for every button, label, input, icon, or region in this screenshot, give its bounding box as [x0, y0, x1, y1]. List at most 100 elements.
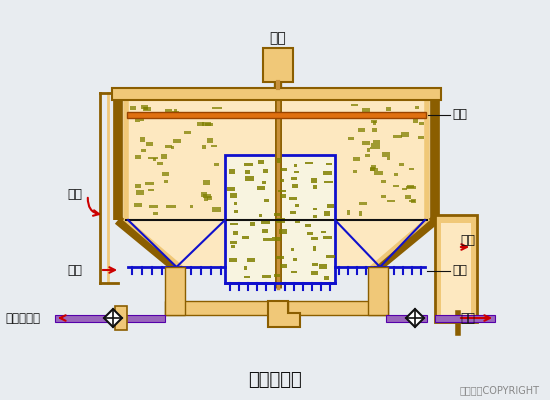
Bar — [213, 163, 219, 166]
Bar — [262, 229, 268, 233]
Bar — [259, 214, 262, 217]
Bar — [157, 162, 163, 165]
Text: 圆形气浮池: 圆形气浮池 — [248, 371, 302, 389]
Bar — [161, 154, 167, 160]
Bar — [244, 266, 246, 270]
Bar — [305, 162, 314, 164]
Bar — [294, 171, 300, 173]
Text: 进泥: 进泥 — [67, 264, 82, 276]
Bar — [324, 276, 329, 280]
Bar — [279, 168, 287, 171]
Text: 东方仿真COPYRIGHT: 东方仿真COPYRIGHT — [460, 385, 540, 395]
Bar — [370, 168, 378, 171]
Bar — [295, 220, 300, 223]
Bar — [140, 138, 145, 142]
Bar — [211, 145, 217, 147]
Bar — [242, 236, 249, 240]
Bar — [386, 315, 427, 322]
Bar — [136, 190, 145, 195]
Bar — [402, 188, 408, 190]
Bar — [140, 118, 144, 121]
Bar — [279, 229, 287, 234]
Bar — [359, 202, 367, 204]
Bar — [203, 180, 210, 184]
Bar — [371, 147, 380, 149]
Bar — [184, 131, 191, 134]
Bar — [368, 267, 388, 315]
Bar — [311, 271, 318, 275]
Bar — [135, 118, 140, 122]
Bar — [165, 267, 185, 315]
Bar — [406, 186, 416, 189]
Bar — [258, 160, 264, 164]
Bar — [274, 274, 280, 277]
Bar — [144, 107, 148, 110]
Bar — [150, 205, 158, 208]
Bar — [321, 231, 326, 233]
Bar — [290, 211, 295, 214]
Bar — [171, 146, 174, 148]
Bar — [359, 211, 362, 216]
Bar — [233, 230, 238, 235]
Bar — [244, 162, 252, 166]
Bar — [382, 152, 390, 157]
Bar — [327, 204, 334, 208]
Bar — [261, 219, 270, 224]
Bar — [166, 205, 176, 208]
Bar — [277, 158, 282, 163]
Bar — [367, 148, 370, 152]
Bar — [152, 158, 156, 161]
Bar — [347, 210, 350, 215]
Bar — [399, 163, 404, 166]
Bar — [353, 170, 356, 173]
Text: 马达: 马达 — [270, 31, 287, 45]
Bar — [409, 200, 415, 202]
Bar — [406, 185, 414, 188]
Bar — [141, 104, 148, 109]
Bar — [212, 207, 221, 212]
Bar — [373, 171, 383, 175]
Bar — [312, 208, 317, 210]
Bar — [207, 138, 213, 143]
Bar — [415, 106, 419, 108]
Polygon shape — [268, 301, 300, 327]
Bar — [362, 141, 370, 145]
Bar — [365, 154, 370, 157]
Bar — [244, 276, 250, 278]
Bar — [289, 197, 297, 200]
Bar — [401, 132, 409, 137]
Bar — [153, 212, 157, 215]
Bar — [197, 122, 204, 126]
Bar — [393, 185, 399, 187]
Bar — [359, 128, 365, 132]
Bar — [234, 202, 237, 205]
Bar — [313, 185, 317, 189]
Bar — [202, 145, 206, 149]
Bar — [387, 200, 395, 202]
Bar — [311, 263, 318, 266]
Bar — [146, 142, 153, 146]
Bar — [205, 123, 213, 126]
Polygon shape — [406, 309, 424, 327]
Bar — [165, 301, 278, 315]
Bar — [276, 218, 285, 223]
Bar — [387, 157, 390, 160]
Bar — [165, 109, 172, 112]
Bar — [162, 172, 169, 176]
Bar — [126, 315, 165, 322]
Bar — [441, 223, 471, 318]
Bar — [229, 258, 237, 262]
Bar — [307, 232, 313, 235]
Bar — [130, 106, 136, 110]
Bar — [272, 238, 281, 241]
Text: 刮板: 刮板 — [452, 108, 467, 122]
Bar — [311, 178, 317, 182]
Bar — [371, 143, 381, 147]
Bar — [278, 190, 285, 192]
Bar — [435, 215, 477, 322]
Text: 清液: 清液 — [67, 188, 82, 202]
Bar — [372, 128, 377, 132]
Bar — [201, 192, 207, 197]
Bar — [292, 176, 297, 180]
Bar — [265, 199, 269, 202]
